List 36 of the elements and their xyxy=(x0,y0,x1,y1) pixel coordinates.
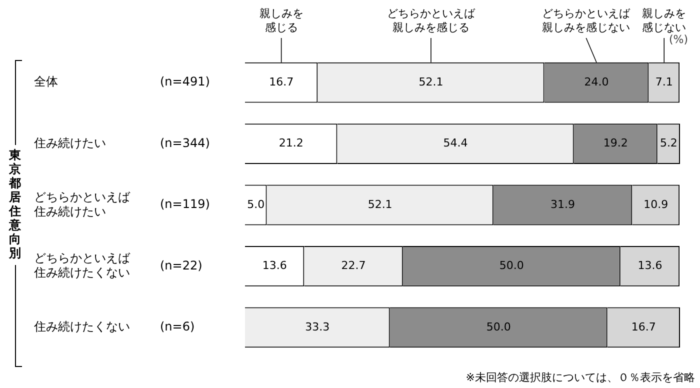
y-tick-label: 住み続けたい xyxy=(33,136,106,150)
data-label: 52.1 xyxy=(368,198,392,211)
data-label: 54.4 xyxy=(443,136,468,150)
text: (%) xyxy=(668,32,688,46)
text: どちらかといえば親しみを感じない xyxy=(542,6,632,34)
data-label: 22.7 xyxy=(341,259,366,272)
y-tick-label: どちらかといえば住み続けたくない xyxy=(33,251,131,280)
data-label: 19.2 xyxy=(603,136,628,150)
data-label: 33.3 xyxy=(305,320,330,334)
data-label: 16.7 xyxy=(269,75,294,88)
text: (n=491) xyxy=(160,74,210,89)
data-label: 10.9 xyxy=(644,198,668,211)
data-label: 7.1 xyxy=(655,75,673,88)
data-label: 24.0 xyxy=(584,75,609,88)
data-label: 5.2 xyxy=(660,136,678,150)
y-tick-label: 全体 xyxy=(34,74,58,89)
text: (n=22) xyxy=(160,258,202,272)
data-label: 52.1 xyxy=(418,75,444,88)
data-label: 21.2 xyxy=(278,136,304,150)
data-label: 13.6 xyxy=(638,259,662,272)
text: ※未回答の選択肢については、０％表示を省略 xyxy=(466,370,695,384)
y-axis-title: 東京都居住意向別 xyxy=(8,148,22,260)
text: (n=344) xyxy=(160,136,210,150)
data-label: 13.6 xyxy=(262,259,287,272)
data-label: 5.0 xyxy=(247,198,265,211)
data-label: 50.0 xyxy=(499,259,524,272)
text: どちらかといえば親しみを感じる xyxy=(386,6,476,34)
y-tick-label: どちらかといえば住み続けたい xyxy=(33,190,131,218)
data-label: 50.0 xyxy=(486,320,511,334)
text: (n=119) xyxy=(160,197,210,212)
data-label: 31.9 xyxy=(550,198,576,211)
y-tick-label: 住み続けたくない xyxy=(33,320,130,334)
text: (n=6) xyxy=(160,320,195,334)
data-label: 16.7 xyxy=(631,320,656,334)
text: 親しみを感じない xyxy=(642,6,686,34)
text: 親しみを感じる xyxy=(259,6,304,34)
